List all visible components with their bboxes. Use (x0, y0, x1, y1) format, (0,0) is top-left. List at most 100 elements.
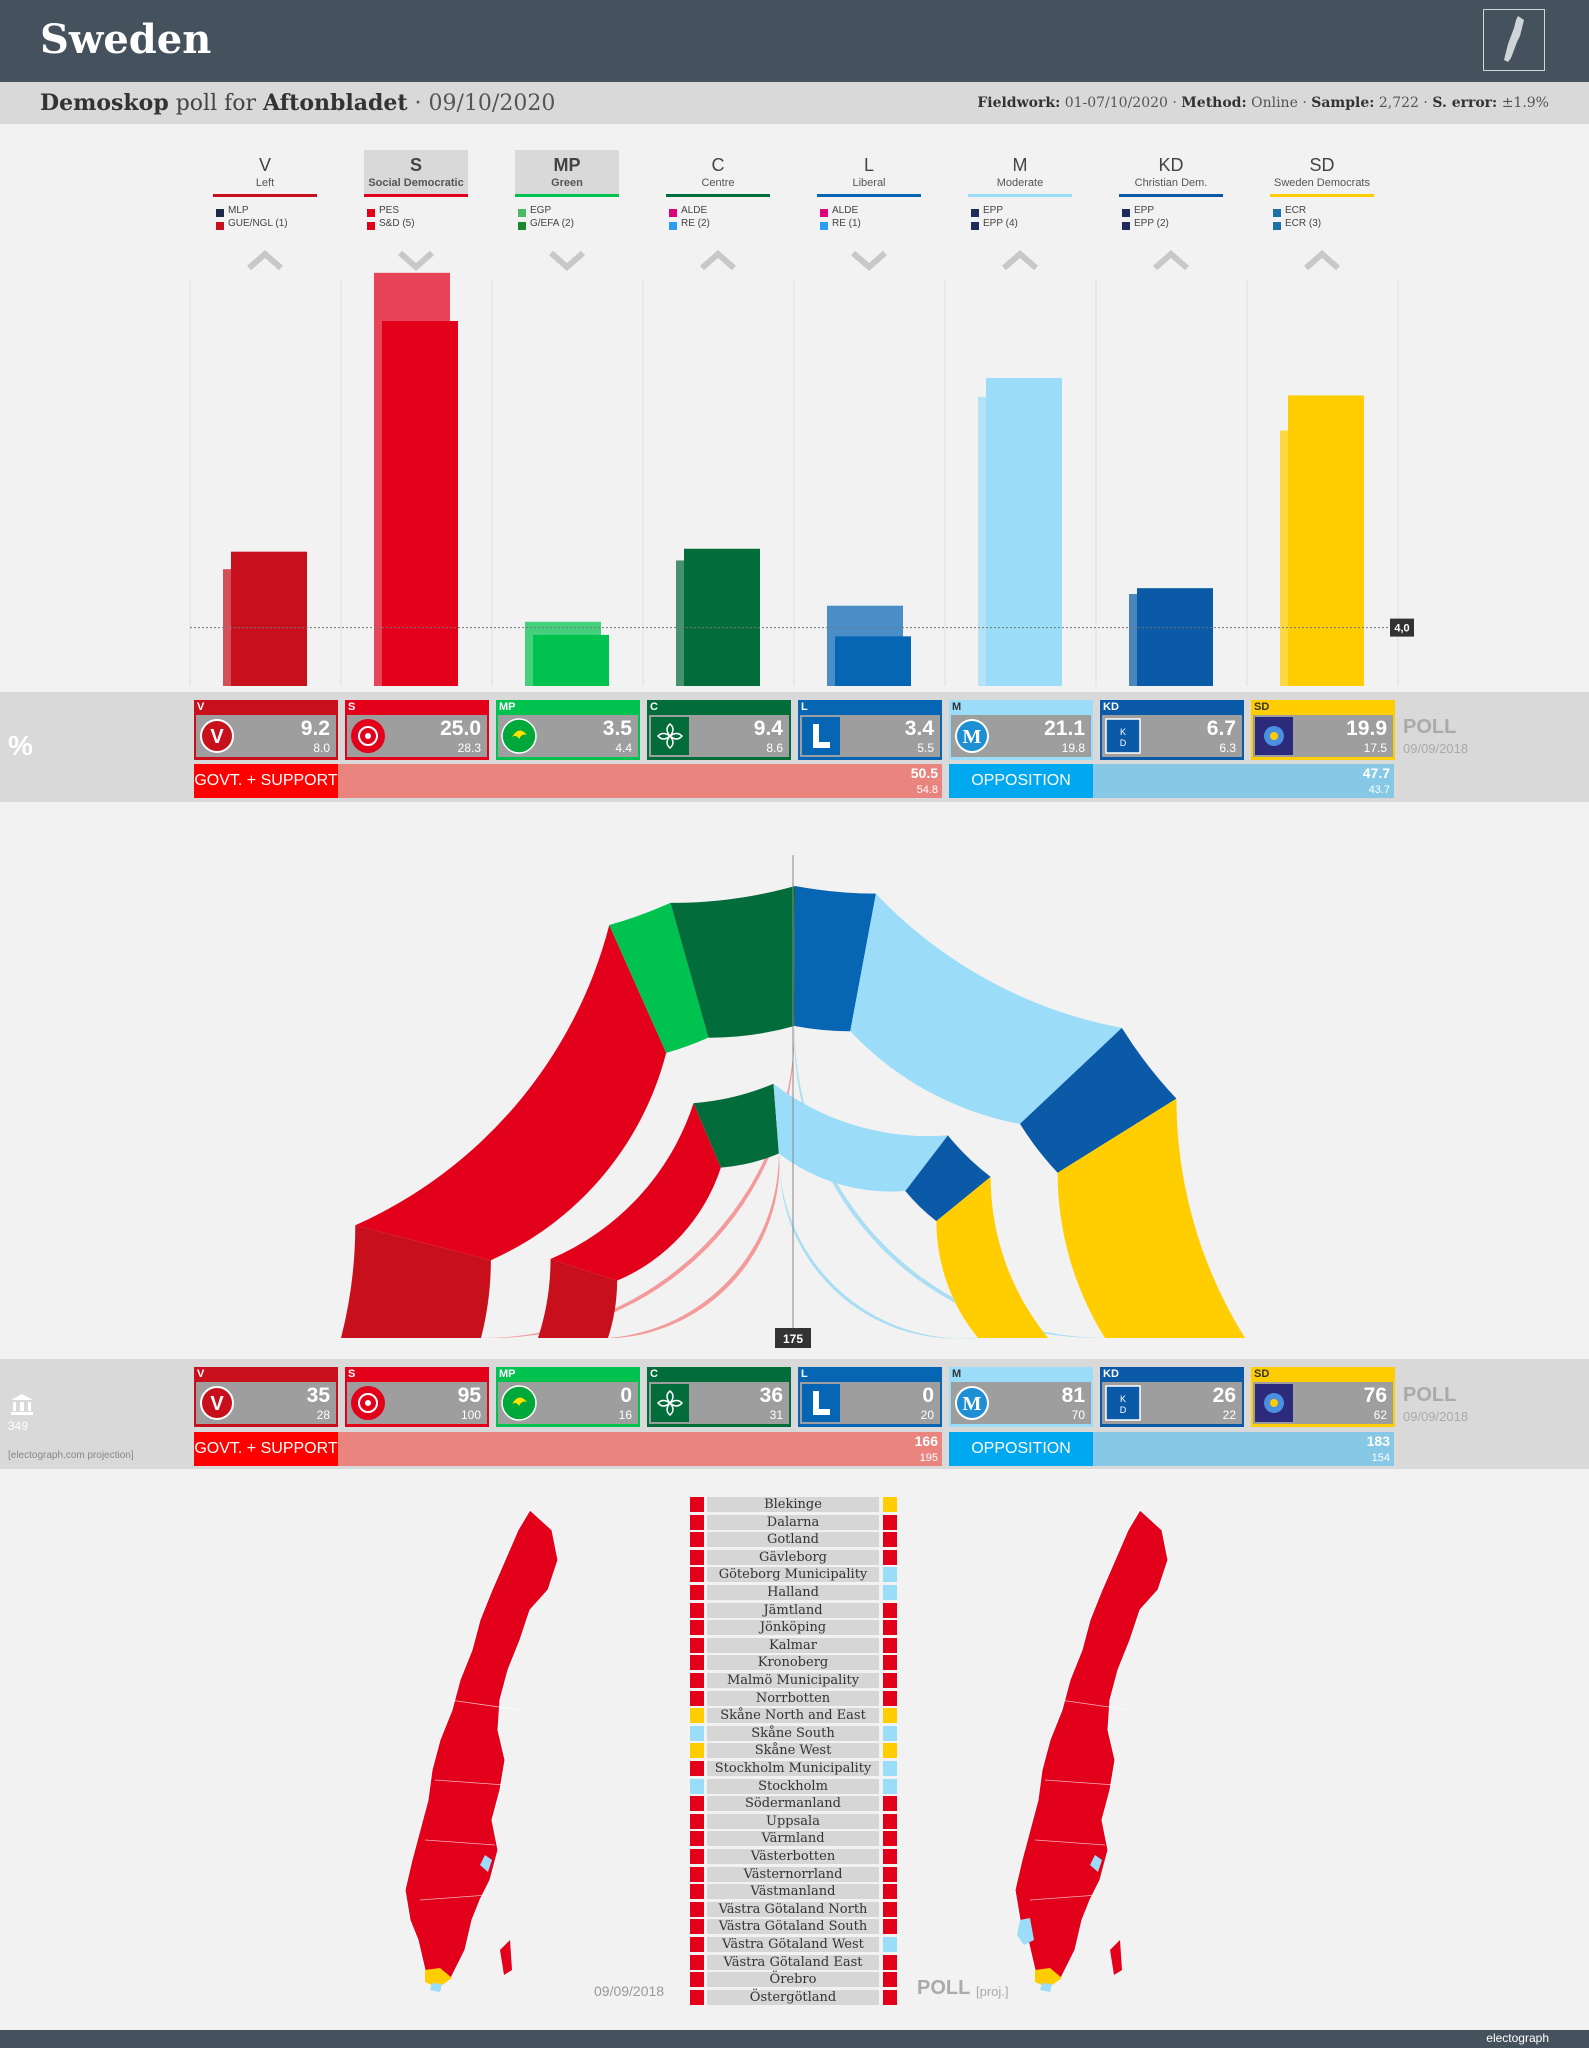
region-name: Västerbotten (707, 1849, 879, 1864)
affiliation-label: EPP (4) (983, 218, 1018, 229)
region-poll-winner (883, 1725, 897, 1741)
percent-box-kd: KD K D 6.7 6.3 (1100, 700, 1244, 760)
percent-value: 21.1 (1044, 717, 1085, 740)
majority-badge (775, 1328, 811, 1348)
region-poll-winner (883, 1620, 897, 1636)
seats-prev-value: 31 (769, 1408, 783, 1422)
region-poll-winner (883, 1972, 897, 1988)
party-logo-c-icon (651, 1384, 689, 1427)
percent-prev-value: 4.4 (615, 741, 632, 755)
inner-seg-kd (905, 1135, 991, 1222)
region-poll-winner (883, 1743, 897, 1759)
outer-seg-c (670, 886, 796, 1038)
region-prev-winner (690, 1884, 704, 1900)
outer-seg-l (794, 886, 876, 1032)
left-county-border (449, 1699, 521, 1711)
seats-govt-bar: 166 195 (338, 1432, 942, 1466)
region-name: Värmland (707, 1831, 879, 1847)
percent-value: 25.0 (440, 717, 481, 740)
affiliation-swatch (1122, 222, 1130, 230)
bar-poll-kd (1137, 588, 1213, 686)
seats-box-mp: MP 0 16 (496, 1367, 640, 1427)
seats-opposition-label: OPPOSITION (949, 1432, 1093, 1466)
left-skane-south-region (430, 1983, 442, 1992)
affiliation-label: MLP (228, 205, 249, 216)
region-name: Skåne West (707, 1743, 879, 1759)
seats-opposition-prev: 154 (1371, 1452, 1390, 1464)
poll-for-text: poll for (175, 91, 257, 116)
map-poll (1014, 1509, 1169, 1992)
affiliation-swatch (216, 209, 224, 217)
region-name: Västra Götaland East (707, 1954, 879, 1970)
seats-prev-value: 100 (460, 1408, 481, 1422)
party-box-abbr: S (348, 701, 356, 713)
affiliation-label: ECR (1285, 205, 1307, 216)
method-label: Method: (1181, 95, 1247, 111)
svg-text:V: V (210, 1393, 224, 1415)
region-name: Västra Götaland North (707, 1901, 879, 1917)
affiliation-swatch (518, 209, 526, 217)
bar-poll-v (231, 551, 307, 686)
party-logo-mp-icon (500, 717, 538, 760)
top-bar: Sweden (0, 0, 1589, 82)
affiliation-label: G/EFA (2) (530, 218, 574, 229)
percent-box-v: V V 9.2 8.0 (194, 700, 338, 760)
percent-prev-value: 19.8 (1061, 741, 1085, 755)
percent-opposition-label: OPPOSITION (949, 764, 1093, 798)
affiliation-swatch (820, 209, 828, 217)
svg-text:D: D (1120, 738, 1127, 748)
region-name: Skåne South (707, 1725, 879, 1741)
party-abbr-kd: KD (1158, 155, 1184, 175)
region-poll-winner (883, 1989, 897, 2005)
client: Aftonbladet (263, 90, 408, 116)
affiliation-label: RE (2) (681, 218, 710, 229)
affiliation-label: EPP (2) (1134, 218, 1169, 229)
seats-box-sd: SD 76 62 (1251, 1367, 1395, 1427)
party-name: Christian Dem. (1134, 177, 1208, 189)
party-box-abbr: V (197, 1368, 205, 1380)
seats-value: 81 (1061, 1384, 1085, 1407)
region-prev-winner (690, 1620, 704, 1636)
bar-poll-mp (533, 634, 609, 686)
party-header-highlight (364, 150, 468, 194)
bar-poll-c (684, 548, 760, 686)
region-name: Göteborg Municipality (707, 1567, 879, 1583)
inner-seg-v (538, 1258, 618, 1338)
party-logo-l-icon (802, 717, 840, 760)
projection-note: [electograph.com projection] (8, 1450, 134, 1461)
region-name: Västra Götaland South (707, 1919, 879, 1935)
region-poll-winner (883, 1778, 897, 1794)
outer-seg-s (355, 925, 667, 1261)
region-poll-winner (883, 1655, 897, 1671)
region-poll-winner (883, 1796, 897, 1812)
percent-prev-value: 5.5 (917, 741, 934, 755)
chevron-down-icon (849, 248, 889, 277)
region-name: Västernorrland (707, 1866, 879, 1882)
region-poll-winner (883, 1585, 897, 1600)
affiliation-swatch (669, 209, 677, 217)
region-prev-winner (690, 1937, 704, 1952)
region-prev-winner (690, 1849, 704, 1864)
region-name: Norrbotten (707, 1690, 879, 1706)
percent-value: 19.9 (1346, 717, 1387, 740)
region-poll-winner (883, 1761, 897, 1776)
fieldwork-label: Fieldwork: (977, 95, 1061, 111)
percent-opposition-value: 47.7 (1362, 765, 1390, 781)
error-label: S. error: (1432, 95, 1498, 111)
region-prev-winner (690, 1637, 704, 1653)
seats-opposition-value: 183 (1366, 1433, 1390, 1449)
chevron-up-icon (1151, 248, 1191, 277)
region-prev-winner (690, 1567, 704, 1583)
seats-prev-value: 62 (1373, 1408, 1387, 1422)
seats-value: 95 (457, 1384, 481, 1407)
region-name: Jämtland (707, 1602, 879, 1618)
right-stockholm-region (1090, 1855, 1102, 1872)
party-logo-c-icon (651, 717, 689, 760)
region-poll-winner (883, 1937, 897, 1952)
page-title: Sweden (40, 16, 212, 63)
seats-box-v: V V 35 28 (194, 1367, 338, 1427)
svg-text:D: D (1120, 1405, 1127, 1415)
region-poll-winner (883, 1673, 897, 1688)
region-prev-winner (690, 1497, 704, 1512)
region-prev-winner (690, 1690, 704, 1706)
